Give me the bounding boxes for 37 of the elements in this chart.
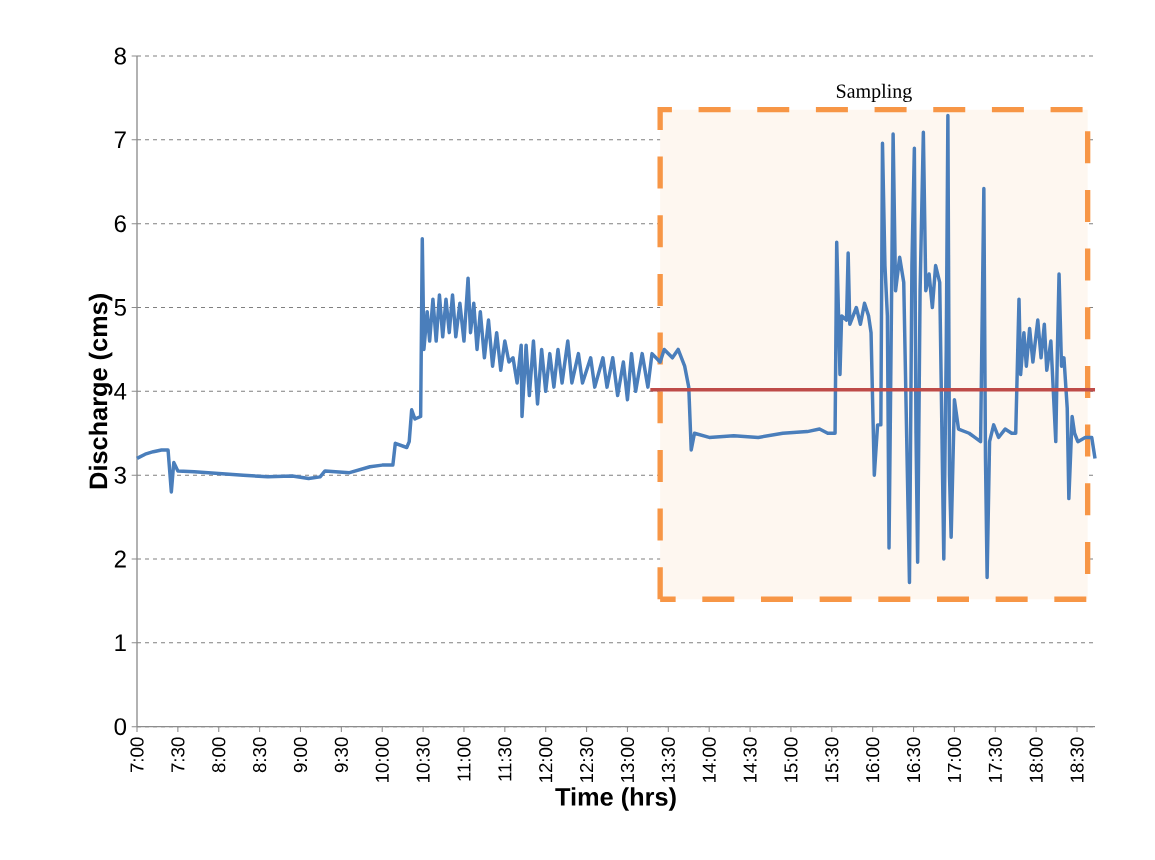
x-tick-label: 14:00 (702, 737, 716, 782)
x-tick-label: 13:30 (661, 737, 675, 782)
y-tick-label: 4 (114, 383, 127, 400)
x-tick-label: 16:30 (906, 737, 921, 782)
x-tick-label: 9:30 (334, 737, 348, 773)
x-tick-label: 12:00 (539, 737, 553, 782)
x-tick-label: 7:30 (171, 737, 185, 773)
x-tick-label: 8:00 (212, 737, 226, 773)
x-tick-label: 18:00 (1029, 737, 1043, 782)
x-tick-label: 11:30 (498, 737, 512, 781)
x-tick-label: 10:30 (416, 737, 430, 782)
y-tick-label: 8 (114, 47, 126, 65)
y-tick-label: 2 (114, 550, 126, 568)
y-tick-label: 0 (114, 718, 127, 736)
x-tick-label: 9:00 (293, 737, 308, 773)
x-axis-title: Time (hrs) (555, 787, 676, 811)
x-tick-label: 17:30 (988, 737, 1002, 782)
x-tick-label: 7:00 (130, 737, 144, 773)
y-tick-label: 5 (114, 299, 126, 316)
x-tick-label: 11:00 (457, 737, 471, 781)
band-label: Sampling (836, 83, 912, 103)
x-tick-label: 10:00 (375, 737, 389, 782)
x-tick-label: 18:30 (1070, 737, 1084, 782)
y-tick-label: 1 (115, 634, 126, 652)
x-tick-label: 12:30 (579, 737, 594, 782)
x-tick-label: 8:30 (252, 737, 267, 773)
x-tick-label: 15:00 (784, 737, 798, 782)
x-tick-label: 14:30 (743, 737, 757, 782)
y-tick-label: 3 (114, 466, 126, 484)
y-tick-label: 7 (114, 131, 126, 149)
y-axis-title: Discharge (cms) (88, 294, 113, 489)
line-series (135, 113, 1097, 585)
x-tick-label: 17:00 (947, 737, 962, 782)
y-tick-label: 6 (114, 215, 126, 233)
x-tick-label: 13:00 (620, 737, 635, 782)
x-tick-label: 15:30 (825, 737, 839, 782)
x-tick-label: 16:00 (866, 737, 880, 782)
